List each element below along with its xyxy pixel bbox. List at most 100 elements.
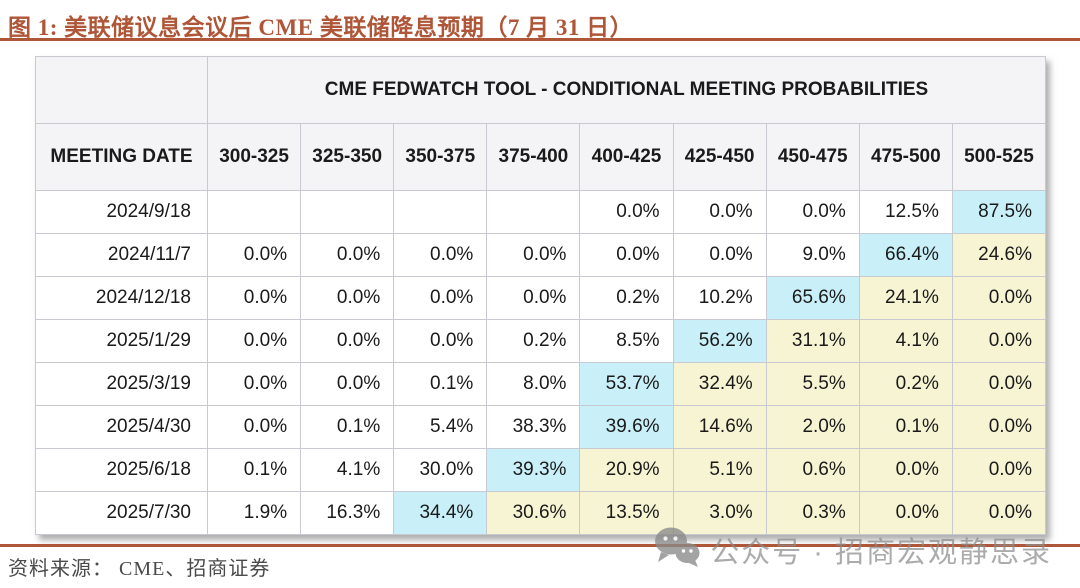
probability-cell: 14.6%	[672, 405, 767, 449]
meeting-date-cell: 2025/4/30	[35, 405, 208, 449]
probability-cell: 0.0%	[858, 448, 953, 492]
table-row: 2024/12/18 0.0% 0.0% 0.0% 0.0% 0.2% 10.2% 65.6%…	[35, 276, 1047, 320]
probability-cell: 12.5%	[858, 190, 953, 234]
source-note: 资料来源： CME、招商证券	[8, 558, 271, 580]
probability-cell: 0.0%	[486, 233, 581, 277]
probability-cell: 16.3%	[300, 491, 395, 535]
probability-cell: 9.0%	[765, 233, 860, 277]
table-row: 2024/11/7 0.0% 0.0% 0.0% 0.0% 0.0% 0.0% 9.0% 66.…	[35, 233, 1047, 277]
rate-column-header: 400-425	[579, 123, 674, 191]
probability-cell: 2.0%	[765, 405, 860, 449]
table-header: CME FEDWATCH TOOL - CONDITIONAL MEETING …	[35, 56, 1047, 191]
table-row: 2025/4/30 0.0% 0.1% 5.4% 38.3% 39.6% 14.6% 2.0%…	[35, 405, 1047, 449]
probability-cell: 5.4%	[393, 405, 488, 449]
watermark: 公众号 · 招商宏观静思录	[654, 526, 1052, 573]
meeting-date-cell: 2024/11/7	[35, 233, 208, 277]
probability-cell: 24.6%	[951, 233, 1047, 277]
probability-cell: 0.0%	[951, 491, 1047, 535]
probability-cell: 0.0%	[300, 362, 395, 406]
rate-column-header: 300-325	[206, 123, 302, 191]
table-body: 2024/9/18 0.0% 0.0% 0.0% 12.5% 87.5% 2024/11/7…	[35, 190, 1047, 535]
probability-cell: 0.0%	[393, 233, 488, 277]
probability-cell: 39.3%	[486, 448, 581, 492]
probability-cell: 24.1%	[858, 276, 953, 320]
probability-cell: 39.6%	[579, 405, 674, 449]
probability-cell: 0.6%	[765, 448, 860, 492]
table-row: 2024/9/18 0.0% 0.0% 0.0% 12.5% 87.5%	[35, 190, 1047, 234]
probability-cell: 0.1%	[393, 362, 488, 406]
meeting-date-cell: 2025/1/29	[35, 319, 208, 363]
probability-cell	[393, 190, 488, 234]
probability-cell: 0.0%	[300, 319, 395, 363]
probability-cell: 0.0%	[951, 448, 1047, 492]
wechat-chat-bubbles-icon	[654, 526, 700, 573]
meeting-date-column-header: MEETING DATE	[35, 123, 208, 191]
meeting-date-cell: 2024/9/18	[35, 190, 208, 234]
probability-cell	[300, 190, 395, 234]
probability-cell: 0.1%	[206, 448, 302, 492]
probability-cell: 0.0%	[672, 190, 767, 234]
rate-column-header: 325-350	[300, 123, 395, 191]
probability-cell: 5.5%	[765, 362, 860, 406]
probability-cell: 10.2%	[672, 276, 767, 320]
meeting-date-cell: 2025/7/30	[35, 491, 208, 535]
probability-cell: 0.3%	[765, 491, 860, 535]
probability-cell: 4.1%	[858, 319, 953, 363]
probability-cell: 0.0%	[858, 491, 953, 535]
probability-cell: 0.2%	[858, 362, 953, 406]
probability-cell: 0.0%	[951, 362, 1047, 406]
merged-header-cell: CME FEDWATCH TOOL - CONDITIONAL MEETING …	[207, 56, 1046, 124]
probability-cell: 87.5%	[951, 190, 1047, 234]
probability-cell: 0.2%	[486, 319, 581, 363]
figure-title: 图 1: 美联储议息会议后 CME 美联储降息预期（7 月 31 日）	[8, 15, 634, 40]
probability-cell: 0.0%	[672, 233, 767, 277]
probability-cell: 0.0%	[300, 276, 395, 320]
probability-cell: 31.1%	[765, 319, 860, 363]
probability-cell: 13.5%	[579, 491, 674, 535]
corner-empty-cell	[35, 56, 208, 124]
probability-cell	[206, 190, 302, 234]
probability-cell: 53.7%	[579, 362, 674, 406]
rate-column-header: 375-400	[486, 123, 581, 191]
probability-cell: 65.6%	[765, 276, 860, 320]
probability-cell: 20.9%	[579, 448, 674, 492]
probability-cell: 66.4%	[858, 233, 953, 277]
probability-cell: 0.0%	[579, 190, 674, 234]
probability-cell: 0.0%	[206, 233, 302, 277]
rate-column-header: 500-525	[951, 123, 1047, 191]
table-row: 2025/1/29 0.0% 0.0% 0.0% 0.2% 8.5% 56.2% 31.1% 4…	[35, 319, 1047, 363]
probability-cell: 0.0%	[951, 276, 1047, 320]
probability-cell: 34.4%	[393, 491, 488, 535]
probability-cell: 0.0%	[206, 319, 302, 363]
probability-cell: 1.9%	[206, 491, 302, 535]
probability-cell: 0.0%	[206, 362, 302, 406]
probability-cell: 8.0%	[486, 362, 581, 406]
meeting-date-cell: 2025/6/18	[35, 448, 208, 492]
probability-cell: 0.0%	[206, 405, 302, 449]
table-subheader-row: MEETING DATE 300-325 325-350 350-375 375-40…	[35, 123, 1047, 191]
probability-cell	[486, 190, 581, 234]
probability-cell: 8.5%	[579, 319, 674, 363]
probability-cell: 0.0%	[579, 233, 674, 277]
fedwatch-probability-table: CME FEDWATCH TOOL - CONDITIONAL MEETING …	[35, 56, 1047, 535]
table-row: 2025/7/30 1.9% 16.3% 34.4% 30.6% 13.5% 3.0% 0.3…	[35, 491, 1047, 535]
probability-cell: 30.0%	[393, 448, 488, 492]
watermark-text: 公众号 · 招商宏观静思录	[710, 536, 1052, 569]
rate-column-header: 425-450	[672, 123, 767, 191]
probability-cell: 0.0%	[486, 276, 581, 320]
probability-cell: 32.4%	[672, 362, 767, 406]
meeting-date-cell: 2024/12/18	[35, 276, 208, 320]
probability-cell: 38.3%	[486, 405, 581, 449]
probability-cell: 0.0%	[765, 190, 860, 234]
probability-cell: 0.0%	[951, 405, 1047, 449]
probability-cell: 0.0%	[300, 233, 395, 277]
title-divider-rule	[0, 38, 1080, 41]
probability-cell: 0.1%	[858, 405, 953, 449]
probability-cell: 5.1%	[672, 448, 767, 492]
probability-cell: 56.2%	[672, 319, 767, 363]
footer-divider-rule	[0, 544, 1080, 547]
table-row: 2025/3/19 0.0% 0.0% 0.1% 8.0% 53.7% 32.4% 5.5% 0…	[35, 362, 1047, 406]
probability-cell: 4.1%	[300, 448, 395, 492]
rate-column-header: 450-475	[765, 123, 860, 191]
